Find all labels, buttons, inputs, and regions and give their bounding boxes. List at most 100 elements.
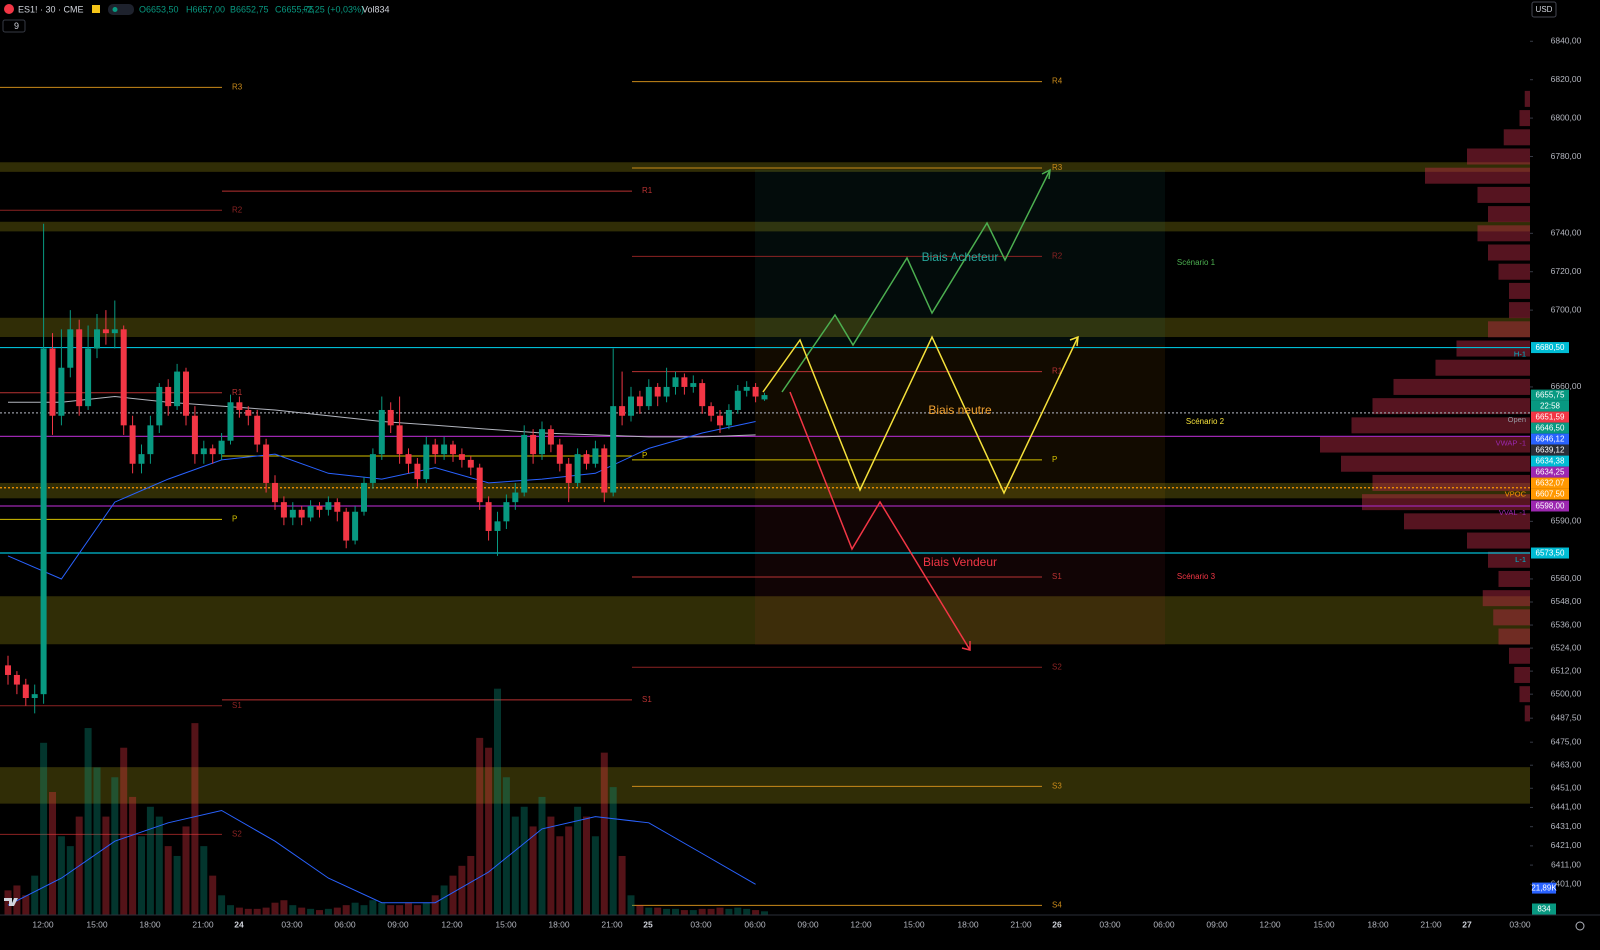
y-tick-label: 6720,00 — [1551, 266, 1582, 276]
volume-bar — [707, 908, 715, 915]
y-tick-label: 6800,00 — [1551, 112, 1582, 122]
moving-average — [7, 421, 756, 580]
volume-bar — [538, 796, 546, 915]
profile-bar — [1488, 321, 1530, 338]
currency-button[interactable] — [1531, 1, 1557, 18]
candle-body — [298, 509, 305, 518]
pivot-label: R2 — [1052, 251, 1063, 260]
candle-body — [512, 492, 519, 503]
candle-body — [165, 386, 172, 407]
volume-bar — [209, 875, 217, 915]
zone — [0, 317, 1530, 338]
pivot-label: P — [232, 515, 237, 524]
candle-body — [218, 440, 225, 455]
y-tick-label: 6441,00 — [1551, 802, 1582, 812]
x-tick-label: 21:00 — [1010, 919, 1032, 929]
candle-body — [761, 395, 768, 400]
candle-body — [289, 509, 296, 518]
volume-bar — [467, 855, 475, 915]
candle-body — [450, 444, 456, 455]
tv-logo — [4, 898, 18, 906]
y-tick-label: 6401,00 — [1551, 879, 1582, 889]
profile-bar — [1503, 129, 1530, 146]
candle-body — [619, 406, 626, 416]
volume-bar — [556, 836, 564, 915]
y-tick-label: 6590,00 — [1551, 516, 1582, 526]
candle-body — [40, 348, 47, 695]
y-tick-label: 6487,50 — [1551, 712, 1582, 722]
candle-body — [663, 386, 670, 397]
x-tick-label: 24 — [234, 919, 244, 929]
x-tick-label: 12:00 — [1259, 919, 1281, 929]
indicators-toggle[interactable] — [2, 19, 26, 33]
volume-bar — [22, 895, 30, 915]
candle-body — [307, 505, 314, 518]
y-tick-label: 6820,00 — [1551, 74, 1582, 84]
candle-body — [396, 425, 403, 455]
volume-bar — [583, 816, 590, 915]
y-tick-label: 6780,00 — [1551, 151, 1582, 161]
countdown-bg — [1531, 400, 1569, 412]
x-tick-label: 09:00 — [797, 919, 819, 929]
price-tag — [1531, 389, 1569, 401]
candle-body — [85, 348, 92, 407]
indicators-count[interactable]: 9 — [14, 21, 19, 31]
y-tick-label: 6660,00 — [1551, 381, 1582, 391]
volume-bar — [752, 910, 760, 915]
price-tag-label: 6634,38 — [1536, 457, 1565, 466]
x-tick-label: 09:00 — [387, 919, 409, 929]
volume-bar — [244, 908, 252, 915]
candle-body — [521, 434, 528, 493]
settings-icon[interactable] — [1575, 921, 1585, 931]
profile-bar — [1477, 186, 1530, 203]
price-tag-label: 6573,50 — [1536, 549, 1565, 558]
annotation: Scénario 2 — [1186, 417, 1225, 426]
candle-body — [138, 454, 145, 464]
currency[interactable]: USD — [1536, 5, 1553, 14]
candle-body — [574, 454, 581, 483]
candle-body — [592, 448, 599, 464]
candle-body — [725, 409, 732, 426]
volume-bar — [280, 900, 288, 915]
candle-body — [272, 482, 278, 503]
volume-bar — [351, 902, 359, 915]
volume-bar — [636, 905, 644, 915]
close: C6655,75 — [275, 4, 314, 14]
price-tag-label: 6651,59 — [1536, 413, 1565, 422]
volume-bar — [600, 752, 608, 915]
neutral-path — [762, 335, 1079, 495]
pivot-label: S1 — [1052, 572, 1062, 581]
y-tick-label: 6740,00 — [1551, 228, 1582, 238]
profile-bar — [1341, 455, 1530, 472]
volume-bar — [387, 905, 395, 915]
volume-bar — [307, 908, 315, 915]
volume-bar — [93, 767, 101, 915]
profile-bar — [1372, 474, 1530, 491]
candle-body — [236, 402, 243, 410]
profile-bar — [1372, 398, 1530, 415]
candle-body — [5, 665, 11, 675]
neutral-arrow — [1069, 335, 1079, 347]
profile-bar — [1498, 628, 1530, 645]
volume-bar — [663, 908, 671, 915]
price-tag-label: 6632,07 — [1536, 479, 1565, 488]
candle-body — [67, 329, 74, 368]
pivot-label: R1 — [1052, 367, 1063, 376]
profile-bar — [1320, 436, 1530, 453]
profile-bar — [1524, 90, 1530, 107]
candle-body — [120, 329, 127, 426]
candle-body — [681, 377, 688, 387]
price-tag — [1531, 422, 1569, 434]
volume-bar — [49, 792, 56, 915]
symbol: ES1! · 30 · CME — [18, 4, 84, 14]
candle-body — [441, 444, 448, 455]
candle-body — [458, 454, 465, 460]
candle-body — [743, 386, 750, 391]
pivot-label: S2 — [1052, 662, 1062, 671]
candle-body — [49, 348, 56, 416]
volume-bar — [218, 895, 226, 915]
candle-body — [343, 511, 350, 541]
level-label: H-1 — [1514, 350, 1526, 359]
volume-bar — [458, 865, 466, 915]
x-tick-label: 21:00 — [601, 919, 623, 929]
